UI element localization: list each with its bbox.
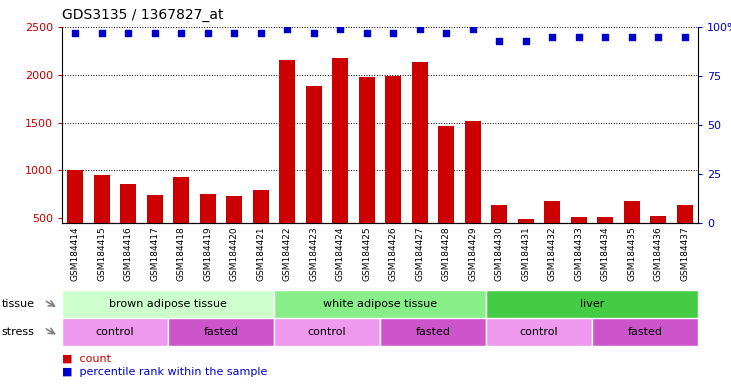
Text: brown adipose tissue: brown adipose tissue: [109, 299, 227, 309]
Bar: [380, 318, 486, 346]
Text: GSM184429: GSM184429: [469, 227, 477, 281]
Text: control: control: [520, 327, 558, 337]
Point: [653, 34, 664, 40]
Text: GSM184435: GSM184435: [627, 227, 637, 281]
Text: liver: liver: [580, 299, 605, 309]
Bar: [147, 195, 163, 266]
Text: GSM184425: GSM184425: [363, 227, 371, 281]
Bar: [274, 290, 486, 318]
Text: GSM184416: GSM184416: [124, 227, 133, 281]
Bar: [592, 318, 698, 346]
Text: GSM184426: GSM184426: [389, 227, 398, 281]
Text: control: control: [308, 327, 346, 337]
Point: [626, 34, 637, 40]
Point: [149, 30, 161, 36]
Bar: [359, 77, 375, 266]
Point: [335, 26, 346, 32]
Bar: [545, 201, 561, 266]
Point: [547, 34, 558, 40]
Bar: [486, 318, 592, 346]
Point: [175, 30, 187, 36]
Bar: [227, 196, 243, 266]
Bar: [333, 58, 348, 266]
Bar: [677, 205, 693, 266]
Text: ■  percentile rank within the sample: ■ percentile rank within the sample: [62, 367, 268, 377]
Text: GSM184431: GSM184431: [521, 227, 531, 281]
Point: [96, 30, 107, 36]
Bar: [253, 190, 269, 266]
Text: stress: stress: [1, 327, 34, 337]
Point: [308, 30, 319, 36]
Text: GSM184434: GSM184434: [601, 227, 610, 281]
Text: control: control: [96, 327, 135, 337]
Bar: [486, 290, 698, 318]
Bar: [385, 76, 401, 266]
Bar: [121, 184, 136, 266]
Point: [414, 26, 425, 32]
Point: [493, 38, 505, 44]
Point: [361, 30, 373, 36]
Bar: [651, 217, 667, 266]
Text: white adipose tissue: white adipose tissue: [323, 299, 437, 309]
Bar: [168, 318, 274, 346]
Bar: [439, 126, 454, 266]
Bar: [274, 318, 380, 346]
Point: [573, 34, 585, 40]
Text: GSM184436: GSM184436: [654, 227, 663, 281]
Text: GSM184418: GSM184418: [177, 227, 186, 281]
Text: GSM184423: GSM184423: [309, 227, 319, 281]
Bar: [571, 217, 587, 266]
Bar: [306, 86, 322, 266]
Text: GSM184424: GSM184424: [336, 227, 345, 281]
Text: GSM184437: GSM184437: [681, 227, 689, 281]
Text: GSM184420: GSM184420: [230, 227, 239, 281]
Point: [69, 30, 81, 36]
Point: [255, 30, 267, 36]
Point: [123, 30, 135, 36]
Point: [387, 30, 399, 36]
Point: [202, 30, 213, 36]
Bar: [94, 175, 110, 266]
Point: [441, 30, 452, 36]
Text: GSM184428: GSM184428: [442, 227, 451, 281]
Text: GSM184414: GSM184414: [71, 227, 80, 281]
Text: GSM184433: GSM184433: [575, 227, 583, 281]
Text: GSM184419: GSM184419: [203, 227, 213, 281]
Bar: [518, 219, 534, 266]
Text: GSM184422: GSM184422: [283, 227, 292, 281]
Point: [281, 26, 293, 32]
Bar: [624, 201, 640, 266]
Bar: [597, 217, 613, 266]
Point: [679, 34, 691, 40]
Text: GSM184417: GSM184417: [151, 227, 159, 281]
Text: fasted: fasted: [416, 327, 450, 337]
Text: GSM184421: GSM184421: [257, 227, 265, 281]
Text: GDS3135 / 1367827_at: GDS3135 / 1367827_at: [62, 8, 224, 22]
Point: [599, 34, 611, 40]
Bar: [62, 290, 274, 318]
Bar: [67, 170, 83, 266]
Bar: [200, 194, 216, 266]
Text: tissue: tissue: [1, 299, 34, 309]
Point: [467, 26, 479, 32]
Text: GSM184430: GSM184430: [495, 227, 504, 281]
Bar: [412, 62, 428, 266]
Point: [229, 30, 240, 36]
Bar: [491, 205, 507, 266]
Text: GSM184415: GSM184415: [97, 227, 107, 281]
Text: GSM184432: GSM184432: [548, 227, 557, 281]
Text: fasted: fasted: [204, 327, 238, 337]
Point: [520, 38, 531, 44]
Bar: [465, 121, 481, 266]
Bar: [62, 318, 168, 346]
Text: fasted: fasted: [628, 327, 662, 337]
Bar: [279, 60, 295, 266]
Text: GSM184427: GSM184427: [415, 227, 425, 281]
Bar: [173, 177, 189, 266]
Text: ■  count: ■ count: [62, 354, 111, 364]
